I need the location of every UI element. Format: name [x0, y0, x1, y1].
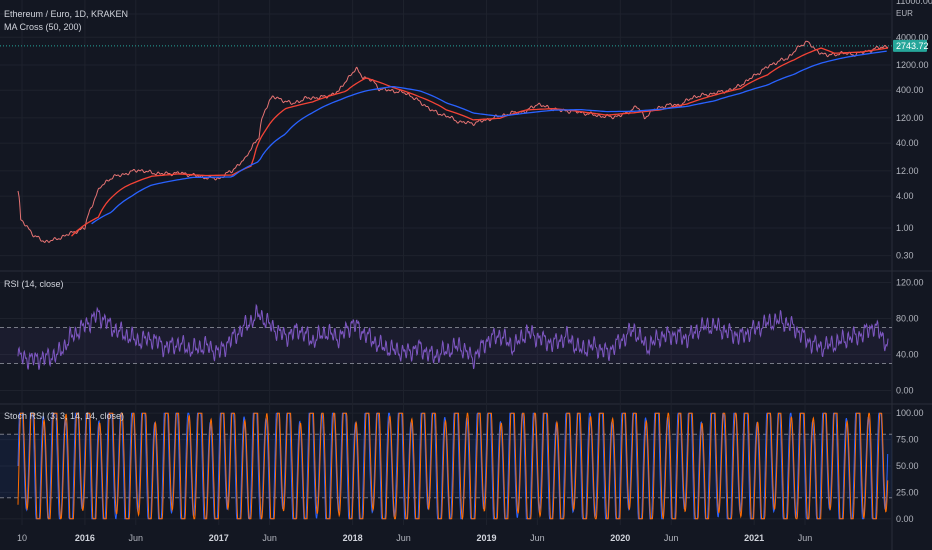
y-tick-label: 40.00	[896, 138, 919, 148]
x-tick-label: 2019	[476, 533, 496, 543]
x-tick-label: Jun	[262, 533, 277, 543]
y-tick-label: 0.30	[896, 251, 914, 261]
stoch-k-line[interactable]	[17, 412, 889, 520]
stoch-y-tick-label: 0.00	[896, 514, 914, 524]
y-tick-label: 4.00	[896, 191, 914, 201]
rsi-y-tick-label: 0.00	[896, 386, 914, 396]
stoch-d-line[interactable]	[17, 412, 889, 520]
ma200-line[interactable]	[91, 50, 887, 225]
rsi-label: RSI (14, close)	[4, 279, 64, 289]
rsi-y-tick-label: 40.00	[896, 350, 919, 360]
rsi-y-tick-label: 80.00	[896, 314, 919, 324]
rsi-band-fill	[0, 327, 892, 364]
x-tick-label: Jun	[664, 533, 679, 543]
x-tick-label: 2021	[744, 533, 764, 543]
currency-label: EUR	[896, 9, 913, 18]
ma-cross-label: MA Cross (50, 200)	[4, 22, 82, 32]
x-tick-label: 2020	[610, 533, 630, 543]
stoch-y-tick-label: 100.00	[896, 408, 924, 418]
y-tick-label: 4000.00	[896, 32, 929, 42]
rsi-line[interactable]	[17, 303, 889, 370]
x-tick-label: Jun	[396, 533, 411, 543]
stoch-y-tick-label: 75.00	[896, 435, 919, 445]
last-price-value: 2743.72	[896, 41, 929, 51]
y-tick-label: 1.00	[896, 223, 914, 233]
y-tick-label: 1200.00	[896, 60, 929, 70]
last-price-tag	[893, 39, 927, 52]
stoch-y-tick-label: 50.00	[896, 461, 919, 471]
x-tick-label: Jun	[530, 533, 545, 543]
stoch-rsi-pane[interactable]	[0, 412, 892, 520]
stoch-rsi-label: Stoch RSI (3, 3, 14, 14, close)	[4, 411, 125, 421]
y-tick-label: 400.00	[896, 85, 924, 95]
x-tick-label: Jun	[798, 533, 813, 543]
rsi-y-tick-label: 120.00	[896, 278, 924, 288]
y-tick-label: 11000.00	[896, 0, 932, 6]
rsi-pane[interactable]	[0, 303, 892, 370]
ma50-line[interactable]	[71, 47, 889, 237]
x-tick-label: 10	[17, 533, 27, 543]
price-pane[interactable]	[0, 40, 892, 243]
chart-title: Ethereum / Euro, 1D, KRAKEN	[4, 9, 129, 19]
x-tick-label: 2016	[75, 533, 95, 543]
y-tick-label: 12.00	[896, 166, 919, 176]
x-tick-label: Jun	[129, 533, 144, 543]
axes: 10 2016 Jun 2017 Jun 2018 Jun 2019 Jun 2020 Jun 202…	[17, 0, 932, 543]
x-tick-label: 2018	[343, 533, 363, 543]
x-tick-label: 2017	[209, 533, 229, 543]
stoch-y-tick-label: 25.00	[896, 487, 919, 497]
price-series-line[interactable]	[17, 40, 889, 243]
y-tick-label: 120.00	[896, 113, 924, 123]
